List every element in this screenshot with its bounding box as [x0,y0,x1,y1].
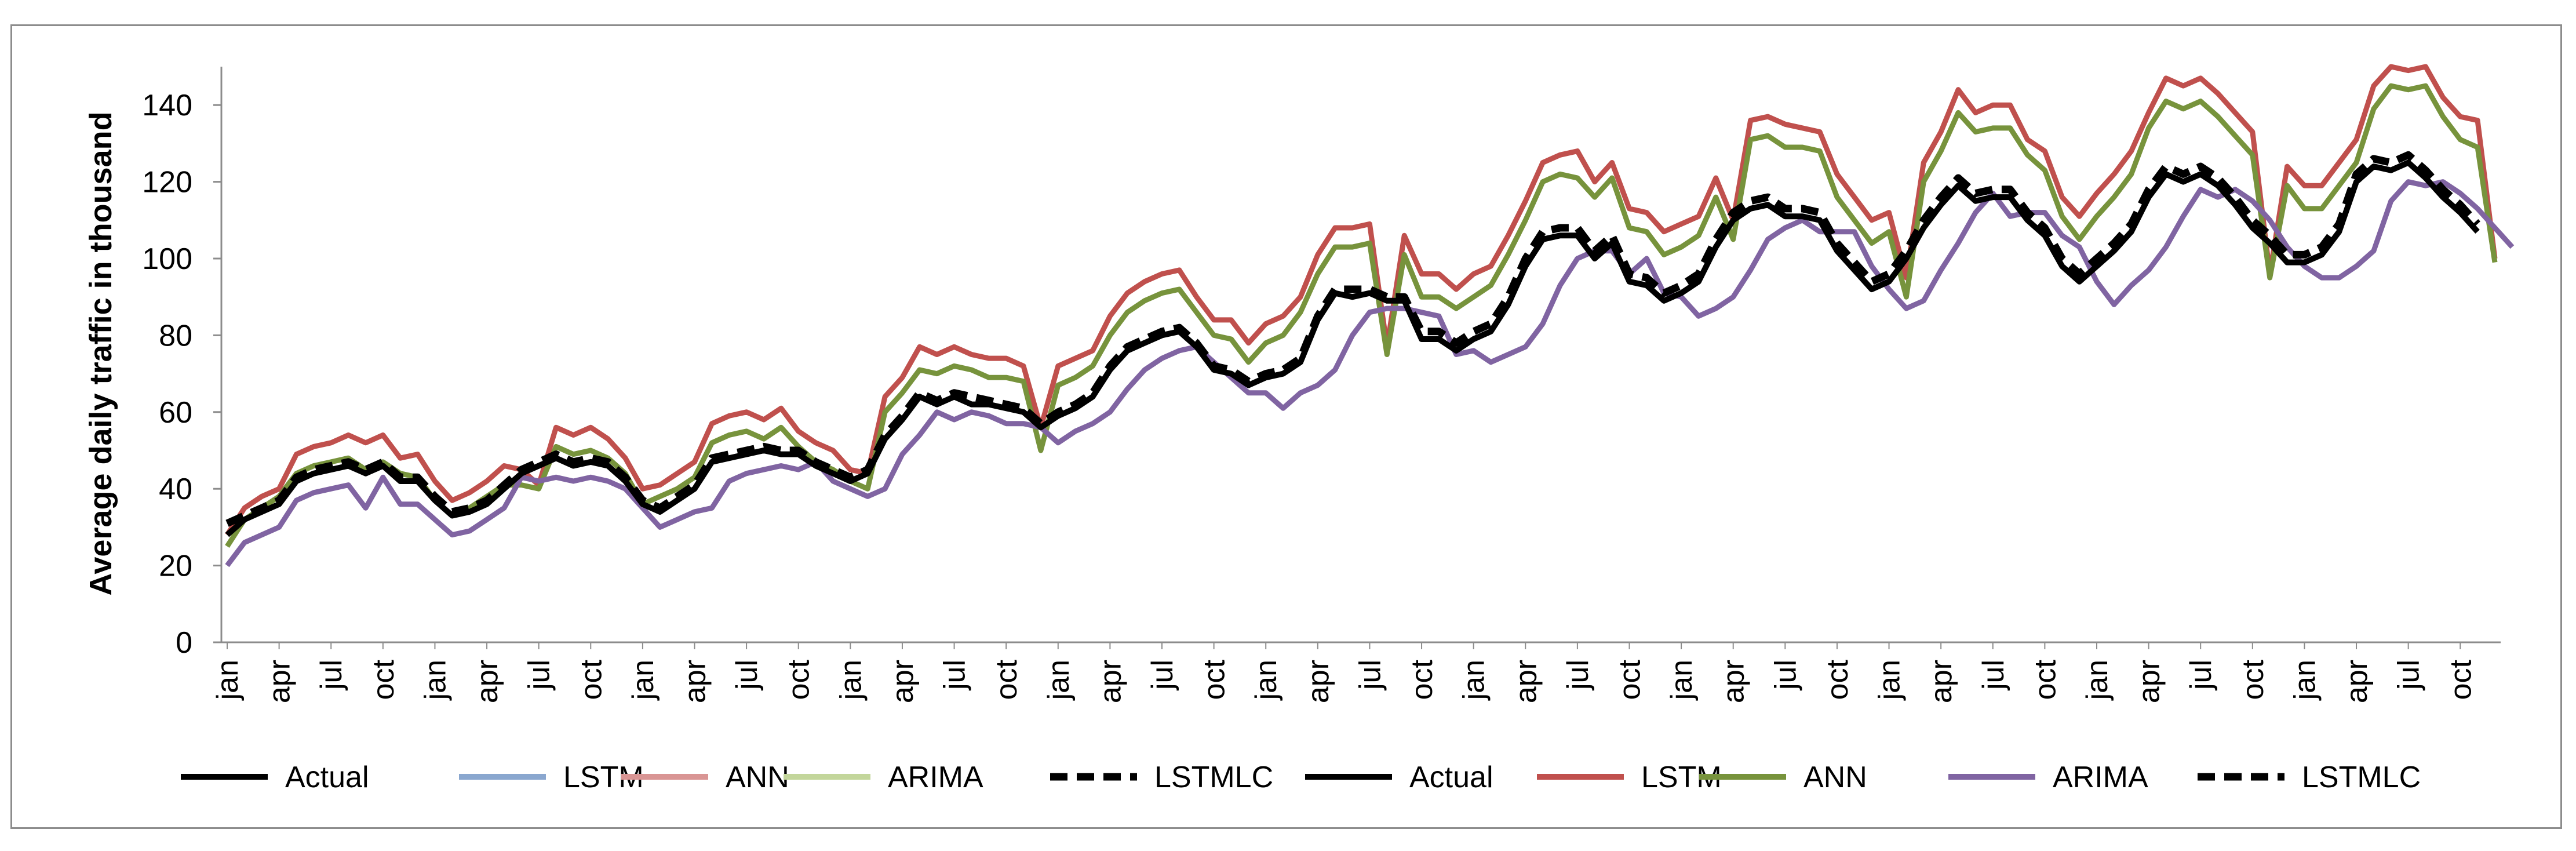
x-tick-label: apr [1925,660,1958,703]
x-tick-label: jan [1042,660,1076,701]
legend-label: ARIMA [2053,761,2148,794]
x-tick-label: jul [1146,660,1179,691]
legend-label: Actual [1409,761,1493,794]
x-tick-label: jan [1873,660,1907,701]
series-line-ann [225,83,2498,548]
x-tick-label: jul [2392,660,2426,691]
x-axis-tick-labels: jan apr jul oct jan apr jul oct jan apr jul oct jan a… [211,659,2477,703]
x-tick-label: oct [367,659,400,700]
x-tick-label: jul [1353,660,1387,691]
x-tick-label: oct [1405,659,1439,700]
y-axis-label: Average daily traffic in thousand [83,111,118,595]
y-axis-tick-labels: 0 20 40 60 80 100 120 140 [142,89,192,660]
x-tick-label: apr [471,660,504,703]
x-tick-label: jan [1665,660,1699,701]
x-tick-label: oct [1613,659,1646,700]
x-tick-label: apr [2340,660,2374,703]
x-tick-label: jan [2081,660,2114,701]
x-tick-label: jul [1977,660,2010,691]
legend-label: Actual [285,761,369,794]
legend: Actual LSTM ANN ARIMA LSTMLC Actual LSTM ANN ARI… [181,761,2421,794]
x-tick-label: oct [2444,659,2477,700]
x-tick-label: jul [523,660,556,691]
series-line-lstm [225,64,2498,537]
legend-label: ANN [726,761,789,794]
y-tick-label: 80 [159,319,192,352]
x-tick-label: apr [886,660,920,703]
x-tick-label: jul [1561,660,1595,691]
legend-label: ARIMA [888,761,983,794]
x-tick-label: jan [834,660,868,701]
x-tick-label: oct [990,659,1023,700]
y-tick-label: 0 [176,626,192,660]
x-tick-label: jul [938,660,972,691]
y-tick-label: 20 [159,550,192,583]
x-tick-label: oct [782,659,816,700]
series-line-arima [225,179,2515,568]
chart-frame [10,24,2562,829]
y-tick-label: 60 [159,396,192,430]
x-tick-label: jan [1249,660,1283,701]
x-tick-label: jan [211,660,245,701]
x-tick-label: apr [263,660,297,703]
x-tick-label: apr [1094,660,1127,703]
x-tick-label: jan [626,660,660,701]
x-tick-label: jul [1769,660,1802,691]
series-lines [225,64,2515,568]
y-tick-label: 120 [142,166,192,199]
x-tick-label: jan [2288,660,2322,701]
x-tick-label: oct [1198,659,1231,700]
x-tick-label: jan [1458,660,1491,701]
x-tick-label: apr [1509,660,1543,703]
y-tick-label: 40 [159,472,192,506]
x-tick-label: apr [1302,660,1335,703]
x-tick-label: jan [418,660,452,701]
legend-label: ANN [1803,761,1867,794]
y-tick-label: 140 [142,89,192,122]
legend-label: LSTMLC [2302,761,2421,794]
x-tick-label: jul [315,660,348,691]
axes [213,67,2501,649]
x-tick-label: oct [2028,659,2062,700]
x-tick-label: oct [574,659,608,700]
series-line-lstmlc [225,151,2480,527]
x-tick-label: apr [1717,660,1751,703]
legend-label: LSTMLC [1154,761,1273,794]
x-tick-label: jul [2184,660,2218,691]
x-tick-label: oct [1821,659,1854,700]
x-tick-label: apr [678,660,712,703]
x-tick-label: jul [730,660,764,691]
x-tick-label: apr [2133,660,2166,703]
x-tick-label: oct [2236,659,2270,700]
y-tick-label: 100 [142,242,192,276]
